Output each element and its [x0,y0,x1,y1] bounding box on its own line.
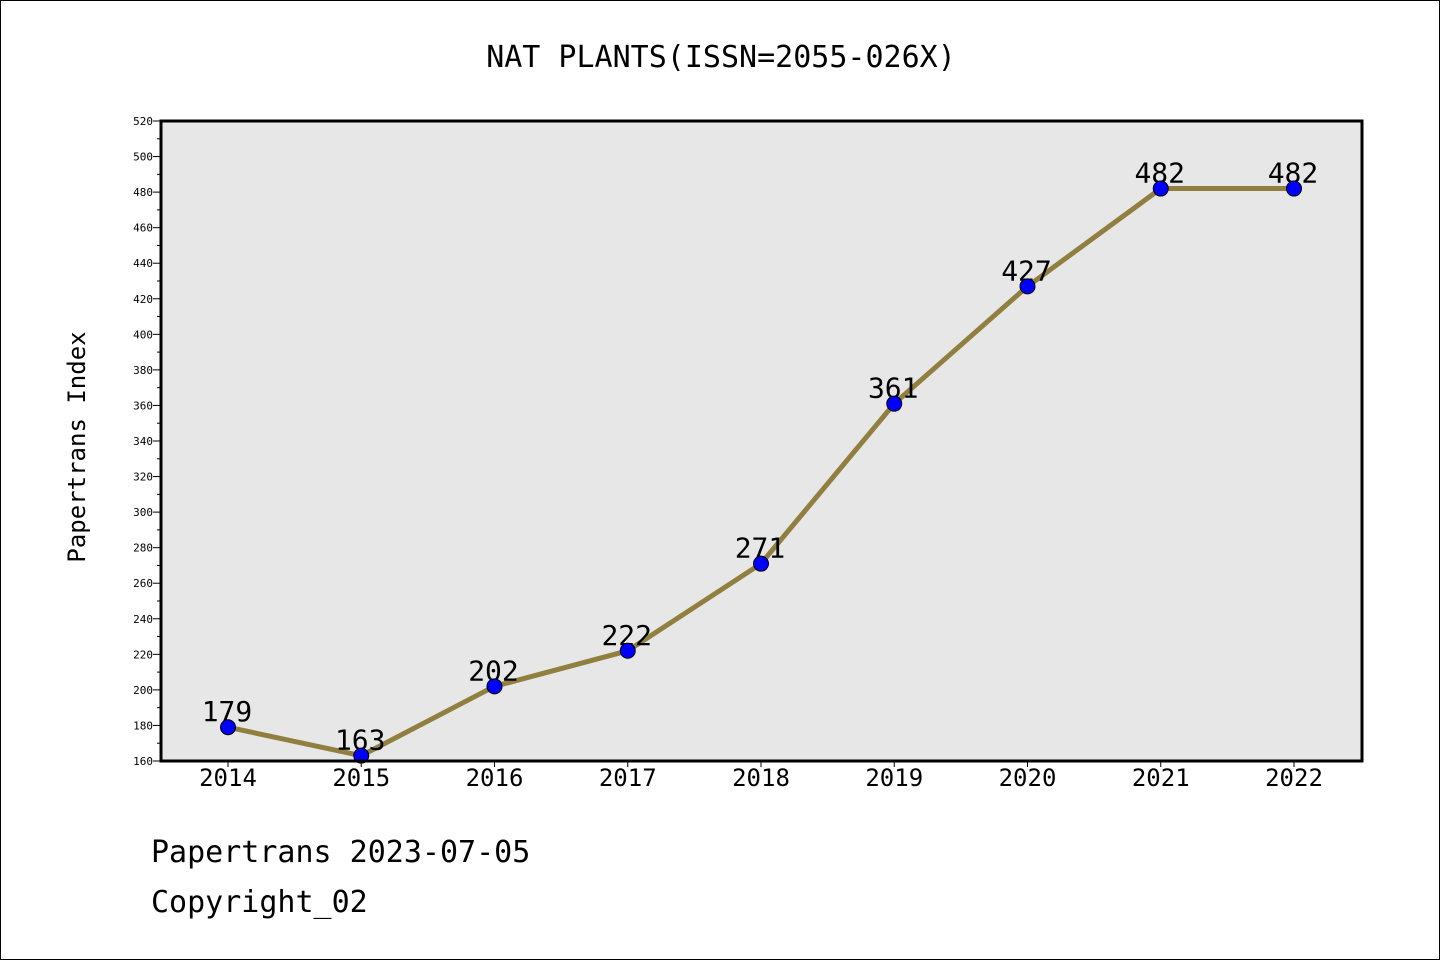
y-tick-label: 200 [133,684,153,697]
plot-border [159,119,1364,763]
data-point [220,719,236,736]
y-tick-label: 520 [133,115,153,128]
y-tick-label: 400 [133,328,153,341]
data-point [353,747,370,764]
y-tick-label: 220 [133,648,153,661]
y-tick-label: 180 [133,719,153,732]
y-tick-label: 260 [133,577,153,590]
x-tick-label: 2020 [999,764,1057,792]
y-tick-label: 380 [133,364,153,377]
y-tick-label: 160 [133,755,153,768]
y-tick-label: 360 [133,399,153,412]
y-tick-label: 460 [133,222,153,235]
x-tick-label: 2014 [199,764,257,792]
y-tick-label: 280 [133,542,153,555]
footer-copyright: Copyright_02 [151,885,368,920]
data-point [486,678,503,695]
x-tick-label: 2016 [466,764,524,792]
x-tick-label: 2021 [1132,764,1190,792]
data-point [619,642,636,659]
data-point [1286,180,1302,197]
y-axis-label: Papertrans Index [63,331,91,562]
y-tick-label: 420 [133,293,153,306]
y-tick-label: 300 [133,506,153,519]
x-tick-label: 2019 [865,764,923,792]
data-point [1152,180,1169,197]
data-point [1019,278,1036,295]
plot-area: 160 180 200 220 240 260 280 300 320 340 360 380 400 4… [133,115,1364,792]
y-tick-label: 480 [133,186,153,199]
plot-background [161,121,1362,761]
y-tick-label: 320 [133,471,153,484]
y-tick-label: 500 [133,151,153,164]
x-tick-label: 2017 [599,764,657,792]
y-tick-label: 240 [133,613,153,626]
x-tick-label: 2015 [332,764,390,792]
chart-title: NAT PLANTS(ISSN=2055-026X) [486,40,956,75]
x-tick-label: 2018 [732,764,790,792]
data-point [753,555,769,572]
y-tick-label: 440 [133,257,153,270]
x-tick-label: 2022 [1265,764,1323,792]
y-tick-label: 340 [133,435,153,448]
data-point [886,395,903,412]
footer-source: Papertrans 2023-07-05 [151,835,531,870]
